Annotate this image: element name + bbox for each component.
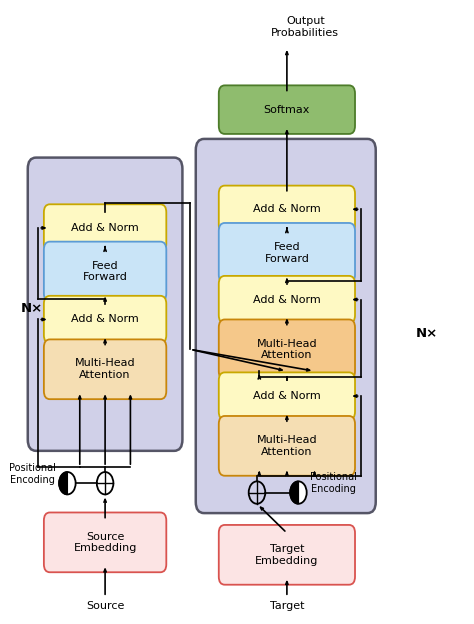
FancyBboxPatch shape xyxy=(219,223,355,283)
Text: Feed
Forward: Feed Forward xyxy=(264,242,310,264)
Text: Output
Probabilities: Output Probabilities xyxy=(271,16,339,38)
Text: Positional
Encoding: Positional Encoding xyxy=(9,463,56,485)
FancyBboxPatch shape xyxy=(44,339,166,399)
Text: Multi-Head
Attention: Multi-Head Attention xyxy=(256,339,317,360)
FancyBboxPatch shape xyxy=(219,85,355,134)
FancyBboxPatch shape xyxy=(44,512,166,572)
FancyBboxPatch shape xyxy=(44,204,166,251)
Text: N×: N× xyxy=(416,328,438,340)
Text: Multi-Head
Attention: Multi-Head Attention xyxy=(75,358,136,380)
Text: Softmax: Softmax xyxy=(264,105,310,115)
Polygon shape xyxy=(59,472,67,494)
Text: Add & Norm: Add & Norm xyxy=(253,391,321,401)
Text: Add & Norm: Add & Norm xyxy=(253,295,321,305)
Text: Source
Embedding: Source Embedding xyxy=(73,532,137,553)
Circle shape xyxy=(59,472,76,494)
Text: Feed
Forward: Feed Forward xyxy=(82,261,128,282)
Text: Source: Source xyxy=(86,601,124,611)
Text: Add & Norm: Add & Norm xyxy=(71,223,139,233)
FancyBboxPatch shape xyxy=(219,416,355,475)
Text: Positional
Encoding: Positional Encoding xyxy=(310,472,357,494)
FancyBboxPatch shape xyxy=(196,139,376,513)
FancyBboxPatch shape xyxy=(219,319,355,379)
Text: Add & Norm: Add & Norm xyxy=(253,204,321,214)
Polygon shape xyxy=(290,481,299,504)
Text: Target
Embedding: Target Embedding xyxy=(255,544,319,565)
FancyBboxPatch shape xyxy=(44,296,166,343)
FancyBboxPatch shape xyxy=(28,158,182,451)
FancyBboxPatch shape xyxy=(44,241,166,301)
FancyBboxPatch shape xyxy=(219,373,355,420)
Circle shape xyxy=(290,481,307,504)
FancyBboxPatch shape xyxy=(219,185,355,233)
FancyBboxPatch shape xyxy=(219,525,355,585)
Text: Add & Norm: Add & Norm xyxy=(71,314,139,324)
FancyBboxPatch shape xyxy=(219,276,355,323)
Text: N×: N× xyxy=(20,303,43,315)
Text: Target: Target xyxy=(270,601,304,611)
Text: Multi-Head
Attention: Multi-Head Attention xyxy=(256,435,317,457)
